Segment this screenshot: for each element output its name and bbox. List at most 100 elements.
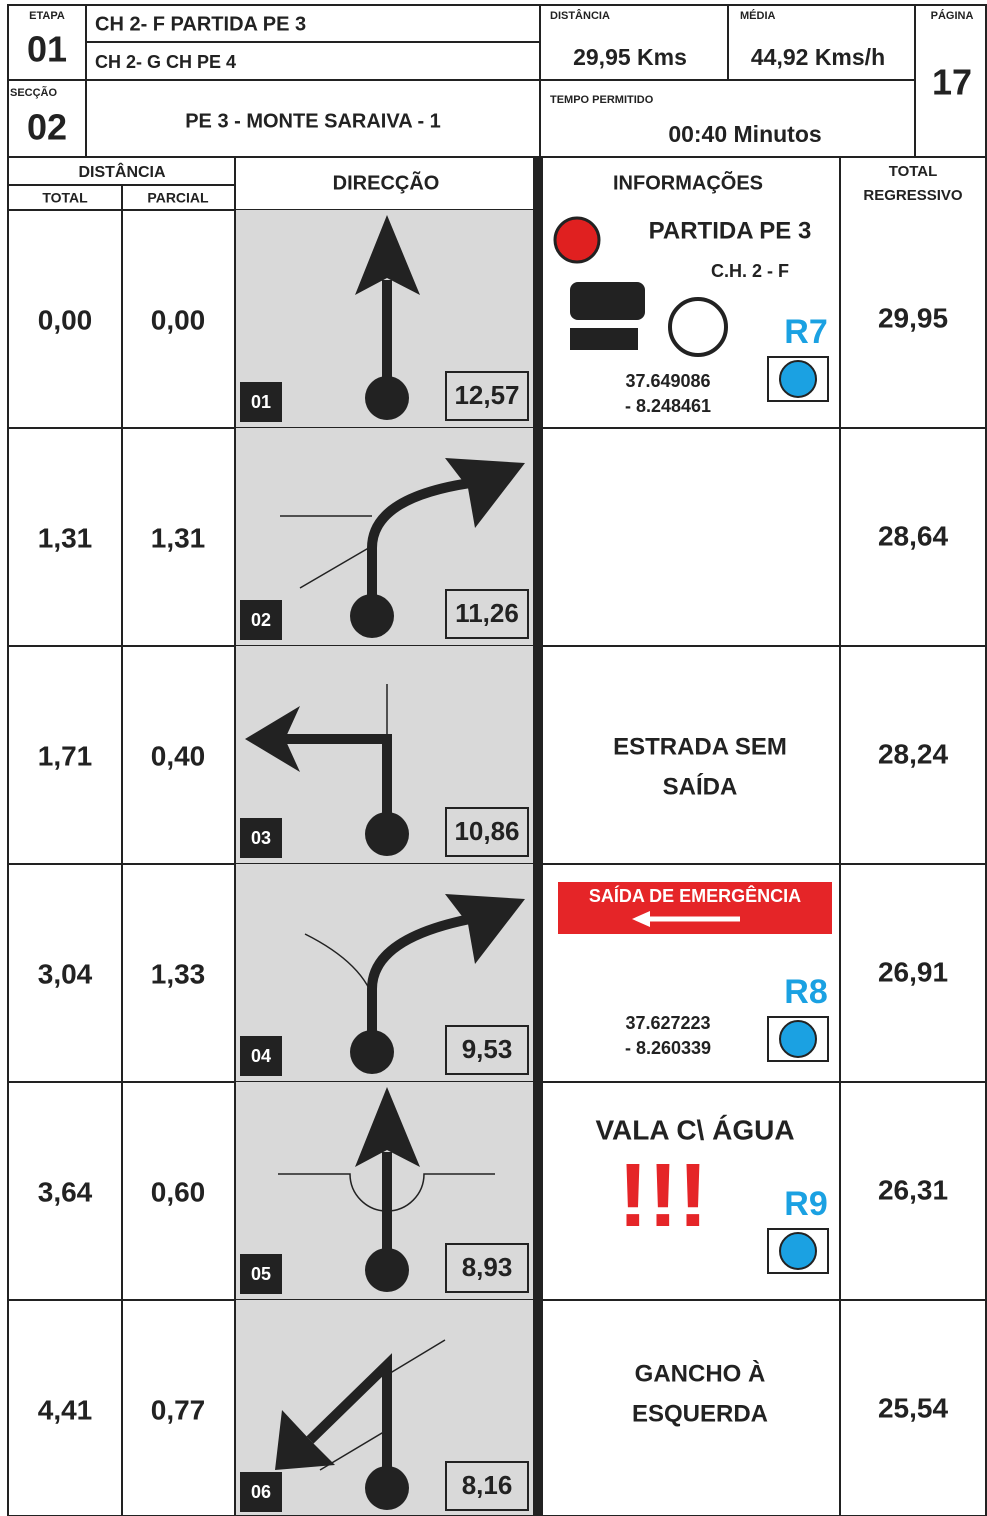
label: 28,24 bbox=[878, 738, 948, 769]
exit-sign bbox=[558, 882, 832, 934]
start-dot bbox=[365, 1466, 409, 1510]
tow-icon bbox=[570, 328, 638, 350]
label: C.H. 2 - F bbox=[711, 261, 789, 281]
route-arrow bbox=[367, 914, 472, 1049]
start-dot bbox=[365, 812, 409, 856]
label: SAÍDA DE EMERGÊNCIA bbox=[589, 885, 801, 906]
label: PARTIDA PE 3 bbox=[649, 217, 812, 244]
remaining-box bbox=[445, 807, 529, 857]
label: VALA C\ ÁGUA bbox=[595, 1114, 794, 1145]
label: TEMPO PERMITIDO bbox=[550, 94, 654, 106]
label: 37.649086 bbox=[625, 371, 710, 391]
label: - 8.260339 bbox=[625, 1038, 711, 1058]
start-dot bbox=[365, 1248, 409, 1292]
label: 3,04 bbox=[38, 958, 93, 989]
arrow-head bbox=[245, 706, 300, 772]
label: 44,92 Kms/h bbox=[751, 44, 885, 70]
row bbox=[8, 646, 986, 865]
label: DISTÂNCIA bbox=[550, 9, 610, 22]
label: PÁGINA bbox=[931, 9, 974, 22]
radio-circle bbox=[779, 360, 817, 398]
label: 1,31 bbox=[38, 522, 93, 553]
label: 17 bbox=[932, 62, 972, 103]
label: 10,86 bbox=[454, 816, 519, 846]
label: 1,31 bbox=[151, 522, 206, 553]
label: 02 bbox=[27, 107, 67, 148]
label: CH 2- G CH PE 4 bbox=[95, 52, 236, 72]
label: DISTÂNCIA bbox=[78, 162, 166, 181]
label: PE 3 - MONTE SARAIVA - 1 bbox=[185, 110, 441, 132]
label: ESTRADA SEM bbox=[613, 733, 787, 760]
remaining-box bbox=[445, 1025, 529, 1075]
number-box bbox=[240, 600, 282, 640]
label: 8,93 bbox=[462, 1252, 513, 1282]
arrow-head bbox=[355, 215, 420, 295]
label: MÉDIA bbox=[740, 9, 776, 22]
start-dot bbox=[365, 376, 409, 420]
remaining-box bbox=[445, 371, 529, 421]
label: 00:40 Minutos bbox=[668, 121, 821, 147]
road bbox=[280, 515, 373, 589]
number-box bbox=[240, 1472, 282, 1512]
label: 28,64 bbox=[878, 520, 948, 551]
label: 8,16 bbox=[462, 1470, 513, 1500]
label: 12,57 bbox=[454, 380, 519, 410]
number-box bbox=[240, 1254, 282, 1294]
label: ESQUERDA bbox=[632, 1400, 768, 1427]
number-box bbox=[240, 382, 282, 422]
label: REGRESSIVO bbox=[863, 187, 963, 204]
label: ETAPA bbox=[29, 10, 65, 22]
start-dot bbox=[350, 1030, 394, 1074]
label: R8 bbox=[784, 973, 827, 1011]
number-box bbox=[240, 1036, 282, 1076]
radio-circle bbox=[779, 1232, 817, 1270]
arrow-head bbox=[355, 1087, 420, 1167]
label: 0,00 bbox=[38, 304, 93, 335]
label: 4,41 bbox=[38, 1394, 93, 1425]
label: 0,00 bbox=[151, 304, 206, 335]
route-arrow bbox=[285, 734, 392, 831]
label: TOTAL bbox=[889, 163, 938, 180]
row bbox=[8, 210, 986, 429]
label: 05 bbox=[251, 1264, 271, 1284]
label: 26,31 bbox=[878, 1174, 948, 1205]
label: 0,77 bbox=[151, 1394, 206, 1425]
radio-circle bbox=[779, 1020, 817, 1058]
label: 0,60 bbox=[151, 1176, 206, 1207]
route-arrow bbox=[367, 478, 471, 613]
label: 01 bbox=[251, 392, 271, 412]
number-box bbox=[240, 818, 282, 858]
label: 26,91 bbox=[878, 956, 948, 987]
label: INFORMAÇÕES bbox=[613, 170, 763, 194]
label: R7 bbox=[784, 313, 827, 351]
label: R9 bbox=[784, 1185, 827, 1223]
start-dot bbox=[350, 594, 394, 638]
label: 02 bbox=[251, 610, 271, 630]
label: 1,33 bbox=[151, 958, 206, 989]
label: TOTAL bbox=[42, 190, 88, 206]
label: 04 bbox=[251, 1046, 271, 1066]
label: 0,40 bbox=[151, 740, 206, 771]
label: 29,95 bbox=[878, 302, 948, 333]
row bbox=[8, 864, 986, 1083]
label: - 8.248461 bbox=[625, 396, 711, 416]
arrow-head bbox=[445, 458, 525, 528]
route-arrow bbox=[306, 1353, 392, 1485]
ambulance-icon bbox=[570, 282, 645, 320]
label: SAÍDA bbox=[663, 772, 738, 800]
label: 3,64 bbox=[38, 1176, 93, 1207]
remaining-box bbox=[445, 1243, 529, 1293]
label: !!! bbox=[618, 1146, 708, 1246]
header-grid bbox=[7, 4, 987, 1516]
row bbox=[8, 428, 986, 647]
remaining-box bbox=[445, 1461, 529, 1511]
label: SECÇÃO bbox=[10, 86, 58, 99]
label: 9,53 bbox=[462, 1034, 513, 1064]
label: 29,95 Kms bbox=[573, 44, 687, 70]
label: 06 bbox=[251, 1482, 271, 1502]
label: 37.627223 bbox=[625, 1013, 710, 1033]
stopwatch-icon bbox=[668, 297, 728, 357]
row bbox=[8, 1082, 986, 1301]
